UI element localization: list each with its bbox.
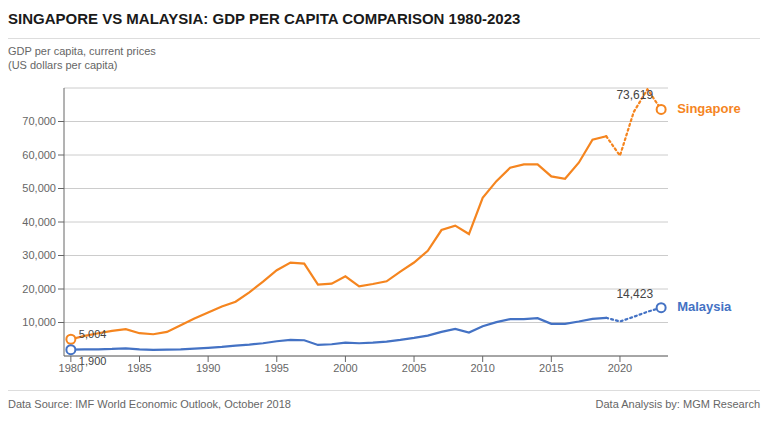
svg-text:40,000: 40,000 — [22, 216, 56, 228]
html-text:Data Analysis by: MGM Research: Data Analysis by: MGM Research — [595, 398, 760, 410]
svg-text:5,004: 5,004 — [79, 328, 107, 340]
svg-text:30,000: 30,000 — [22, 249, 56, 261]
svg-text:1995: 1995 — [265, 362, 289, 374]
svg-text:70,000: 70,000 — [22, 115, 56, 127]
svg-text:1,900: 1,900 — [78, 354, 107, 367]
svg-text:60,000: 60,000 — [22, 149, 56, 161]
svg-text:1990: 1990 — [196, 362, 220, 374]
svg-text:2010: 2010 — [470, 362, 494, 374]
svg-text:Malaysia: Malaysia — [677, 299, 732, 314]
html-text:GDP per capita, current prices: GDP per capita, current prices — [8, 45, 156, 57]
html-text:Data Source: IMF World Economi: Data Source: IMF World Economic Outlook,… — [8, 398, 291, 410]
svg-text:20,000: 20,000 — [22, 283, 56, 295]
svg-text:2005: 2005 — [402, 362, 426, 374]
svg-text:2020: 2020 — [608, 362, 632, 374]
html-text:SINGAPORE VS MALAYSIA: GDP PER: SINGAPORE VS MALAYSIA: GDP PER CAPITA CO… — [8, 10, 521, 27]
svg-text:10,000: 10,000 — [22, 316, 56, 328]
svg-text:2000: 2000 — [333, 362, 357, 374]
svg-text:14,423: 14,423 — [616, 287, 653, 301]
svg-text:Singapore: Singapore — [677, 101, 741, 116]
svg-text:50,000: 50,000 — [22, 182, 56, 194]
svg-text:73,619: 73,619 — [616, 88, 653, 102]
svg-text:1980: 1980 — [59, 362, 83, 374]
svg-text:2015: 2015 — [539, 362, 563, 374]
svg-text:1985: 1985 — [127, 362, 151, 374]
html-text:(US dollars per capita): (US dollars per capita) — [8, 59, 118, 71]
